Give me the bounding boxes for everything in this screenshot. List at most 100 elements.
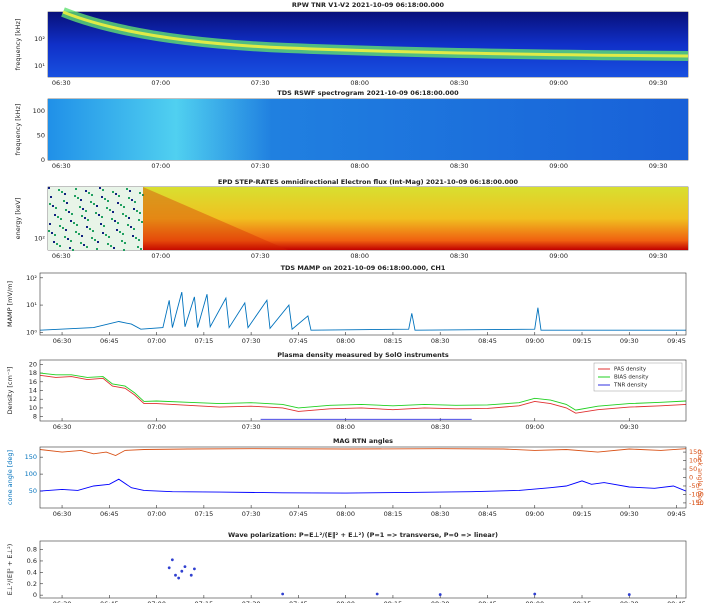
- y-tick-label: 50: [37, 132, 45, 140]
- speckle-dot: [140, 248, 142, 250]
- speckle-dot: [131, 199, 133, 201]
- point: [190, 574, 193, 577]
- speckle-dot: [101, 216, 103, 218]
- y-tick-label: 10²: [34, 235, 45, 243]
- speckle-dot: [64, 236, 66, 238]
- speckle-dot: [141, 221, 143, 223]
- plot-frame: [40, 447, 686, 508]
- x-tick-label: 09:30: [649, 162, 668, 170]
- speckle-dot: [99, 187, 101, 189]
- speckle-dot: [102, 189, 104, 191]
- x-tick-label: 08:00: [336, 510, 355, 518]
- speckle-dot: [83, 244, 85, 246]
- speckle-dot: [49, 203, 51, 205]
- speckle-dot: [73, 222, 75, 224]
- speckle-dot: [84, 217, 86, 219]
- series-line: [40, 373, 686, 410]
- y-axis-label: frequency [kHz]: [14, 19, 22, 71]
- figure: RPW TNR V1-V2 2021-10-09 06:18:00.000fre…: [0, 0, 704, 603]
- x-tick-label: 08:30: [450, 79, 469, 87]
- speckle-dot: [74, 195, 76, 197]
- speckle-dot: [48, 230, 50, 232]
- x-tick-label: 08:00: [350, 252, 369, 260]
- speckle-dot: [48, 187, 50, 189]
- x-tick-label: 07:30: [251, 162, 270, 170]
- speckle-dot: [108, 236, 110, 238]
- speckle-dot: [113, 247, 115, 249]
- speckle-dot: [54, 214, 56, 216]
- speckle-dot: [85, 210, 87, 212]
- x-tick-label: 07:45: [289, 510, 308, 518]
- x-tick-label: 06:30: [52, 252, 71, 260]
- speckle-dot: [103, 225, 105, 227]
- speckle-dot: [92, 230, 94, 232]
- x-tick-label: 07:00: [151, 252, 170, 260]
- y-tick-label: 150: [25, 453, 37, 461]
- speckle-dot: [82, 208, 84, 210]
- y2-tick-label: -150: [689, 499, 704, 507]
- point: [376, 593, 379, 596]
- speckle-dot: [64, 193, 66, 195]
- chart-title: TDS RSWF spectrogram 2021-10-09 06:18:00…: [277, 89, 459, 97]
- speckle-dot: [133, 208, 135, 210]
- y-tick-label: 10¹: [26, 301, 37, 309]
- speckle-dot: [75, 188, 77, 190]
- panel: Wave polarization: P=E⊥²/(E∥² + E⊥²) (P=…: [6, 531, 686, 603]
- speckle-dot: [91, 194, 93, 196]
- speckle-dot: [86, 226, 88, 228]
- speckle-dot: [112, 211, 114, 213]
- speckle-dot: [123, 206, 125, 208]
- speckle-dot: [112, 191, 114, 193]
- x-tick-label: 06:30: [52, 162, 71, 170]
- chart-title: Wave polarization: P=E⊥²/(E∥² + E⊥²) (P=…: [228, 531, 498, 539]
- speckle-dot: [120, 204, 122, 206]
- y2-tick-label: 100: [689, 457, 701, 465]
- legend-label: BIAS density: [614, 375, 649, 381]
- speckle-dot: [122, 213, 124, 215]
- y-tick-label: 0.2: [27, 580, 37, 588]
- plot-frame: [40, 273, 686, 335]
- page: {"chart_data": [ {"type": "spectrogram",…: [0, 0, 704, 607]
- y-tick-label: 16: [29, 378, 37, 386]
- speckle-dot: [69, 247, 71, 249]
- y-tick-label: 20: [29, 360, 37, 368]
- legend-label: TNR density: [613, 383, 648, 389]
- speckle-dot: [119, 231, 121, 233]
- speckle-dot: [80, 199, 82, 201]
- speckle-dot: [117, 202, 119, 204]
- x-tick-label: 07:45: [289, 337, 308, 345]
- x-tick-label: 08:30: [450, 162, 469, 170]
- speckle-dot: [80, 242, 82, 244]
- speckle-dot: [117, 222, 119, 224]
- speckle-dot: [67, 238, 69, 240]
- speckle-dot: [56, 243, 58, 245]
- speckle-dot: [81, 215, 83, 217]
- speckle-dot: [97, 241, 99, 243]
- speckle-dot: [52, 205, 54, 207]
- x-tick-label: 07:30: [242, 423, 261, 431]
- speckle-dot: [49, 223, 51, 225]
- y-tick-label: 0.6: [27, 557, 37, 565]
- speckle-dot: [128, 197, 130, 199]
- speckle-dot: [110, 245, 112, 247]
- series-line: [40, 479, 686, 493]
- panel: MAG RTN anglescone angle [deg]clock angl…: [6, 437, 704, 518]
- x-tick-label: 07:15: [194, 337, 213, 345]
- x-tick-label: 08:00: [336, 423, 355, 431]
- speckle-dot: [81, 235, 83, 237]
- speckle-dot: [96, 205, 98, 207]
- x-tick-label: 08:45: [478, 510, 497, 518]
- point: [171, 558, 174, 561]
- x-tick-label: 08:15: [384, 510, 403, 518]
- y-tick-label: 0.8: [27, 546, 37, 554]
- x-tick-label: 07:00: [147, 423, 166, 431]
- x-tick-label: 07:00: [147, 337, 166, 345]
- legend-label: PAS density: [614, 367, 647, 373]
- x-tick-label: 07:00: [151, 162, 170, 170]
- x-tick-label: 06:30: [52, 79, 71, 87]
- x-tick-label: 08:30: [431, 423, 450, 431]
- speckle-dot: [132, 235, 134, 237]
- point: [533, 593, 536, 596]
- point: [184, 565, 187, 568]
- speckle-dot: [55, 207, 57, 209]
